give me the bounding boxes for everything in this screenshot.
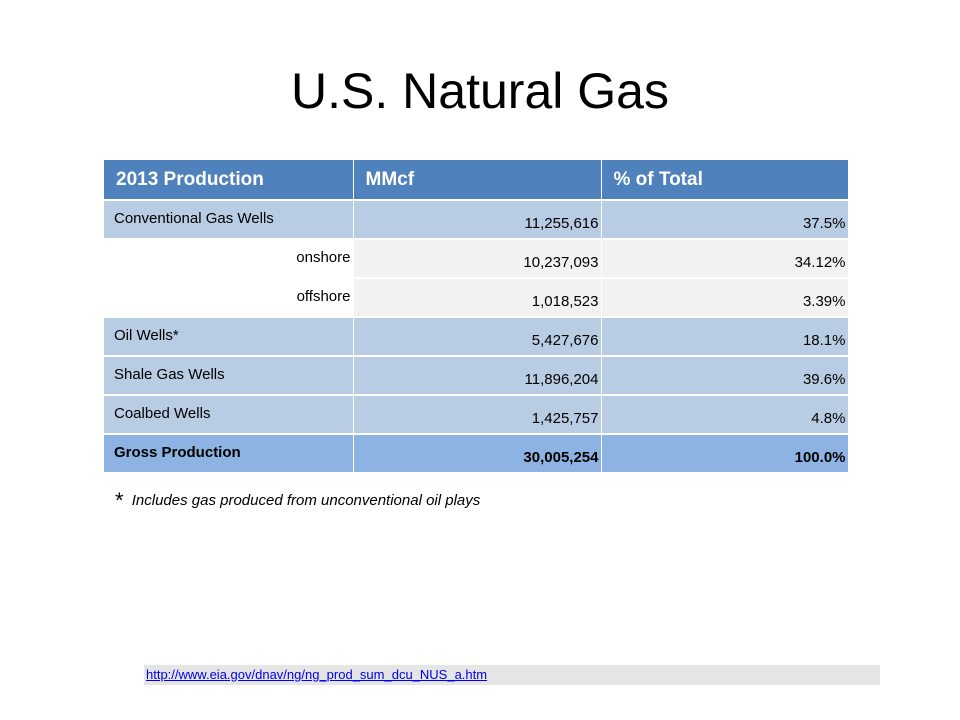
row-pct: 39.6%	[601, 356, 849, 396]
row-pct: 100.0%	[601, 434, 849, 474]
footnote: * Includes gas produced from unconventio…	[115, 488, 480, 514]
row-pct: 37.5%	[601, 200, 849, 240]
row-pct: 3.39%	[601, 278, 849, 318]
table-total-row: Gross Production 30,005,254 100.0%	[104, 434, 849, 474]
table-row: Coalbed Wells 1,425,757 4.8%	[104, 395, 849, 435]
table-header-row: 2013 Production MMcf % of Total	[104, 160, 849, 201]
header-mmcf: MMcf	[353, 160, 602, 201]
row-mmcf: 5,427,676	[353, 317, 602, 357]
table-row: onshore 10,237,093 34.12%	[104, 239, 849, 279]
table-row: offshore 1,018,523 3.39%	[104, 278, 849, 318]
header-pct-total: % of Total	[601, 160, 849, 201]
row-label: offshore	[104, 278, 354, 318]
table-row: Shale Gas Wells 11,896,204 39.6%	[104, 356, 849, 396]
row-label: Shale Gas Wells	[104, 356, 354, 396]
row-pct: 18.1%	[601, 317, 849, 357]
row-mmcf: 30,005,254	[353, 434, 602, 474]
row-mmcf: 10,237,093	[353, 239, 602, 279]
footnote-text: Includes gas produced from unconventiona…	[131, 492, 481, 509]
source-link-bar: http://www.eia.gov/dnav/ng/ng_prod_sum_d…	[144, 665, 880, 685]
table-row: Conventional Gas Wells 11,255,616 37.5%	[104, 200, 849, 240]
row-pct: 34.12%	[601, 239, 849, 279]
header-production: 2013 Production	[104, 160, 354, 201]
row-label: Conventional Gas Wells	[104, 200, 354, 240]
row-mmcf: 11,896,204	[353, 356, 602, 396]
row-mmcf: 1,018,523	[353, 278, 602, 318]
row-label: Oil Wells*	[104, 317, 354, 357]
table-row: Oil Wells* 5,427,676 18.1%	[104, 317, 849, 357]
row-label: Gross Production	[104, 434, 354, 474]
row-label: onshore	[104, 239, 354, 279]
row-mmcf: 11,255,616	[353, 200, 602, 240]
row-pct: 4.8%	[601, 395, 849, 435]
production-table: 2013 Production MMcf % of Total Conventi…	[104, 160, 849, 474]
source-link[interactable]: http://www.eia.gov/dnav/ng/ng_prod_sum_d…	[146, 667, 488, 682]
row-mmcf: 1,425,757	[353, 395, 602, 435]
slide-title: U.S. Natural Gas	[291, 63, 669, 119]
row-label: Coalbed Wells	[104, 395, 354, 435]
footnote-marker: *	[115, 488, 124, 513]
